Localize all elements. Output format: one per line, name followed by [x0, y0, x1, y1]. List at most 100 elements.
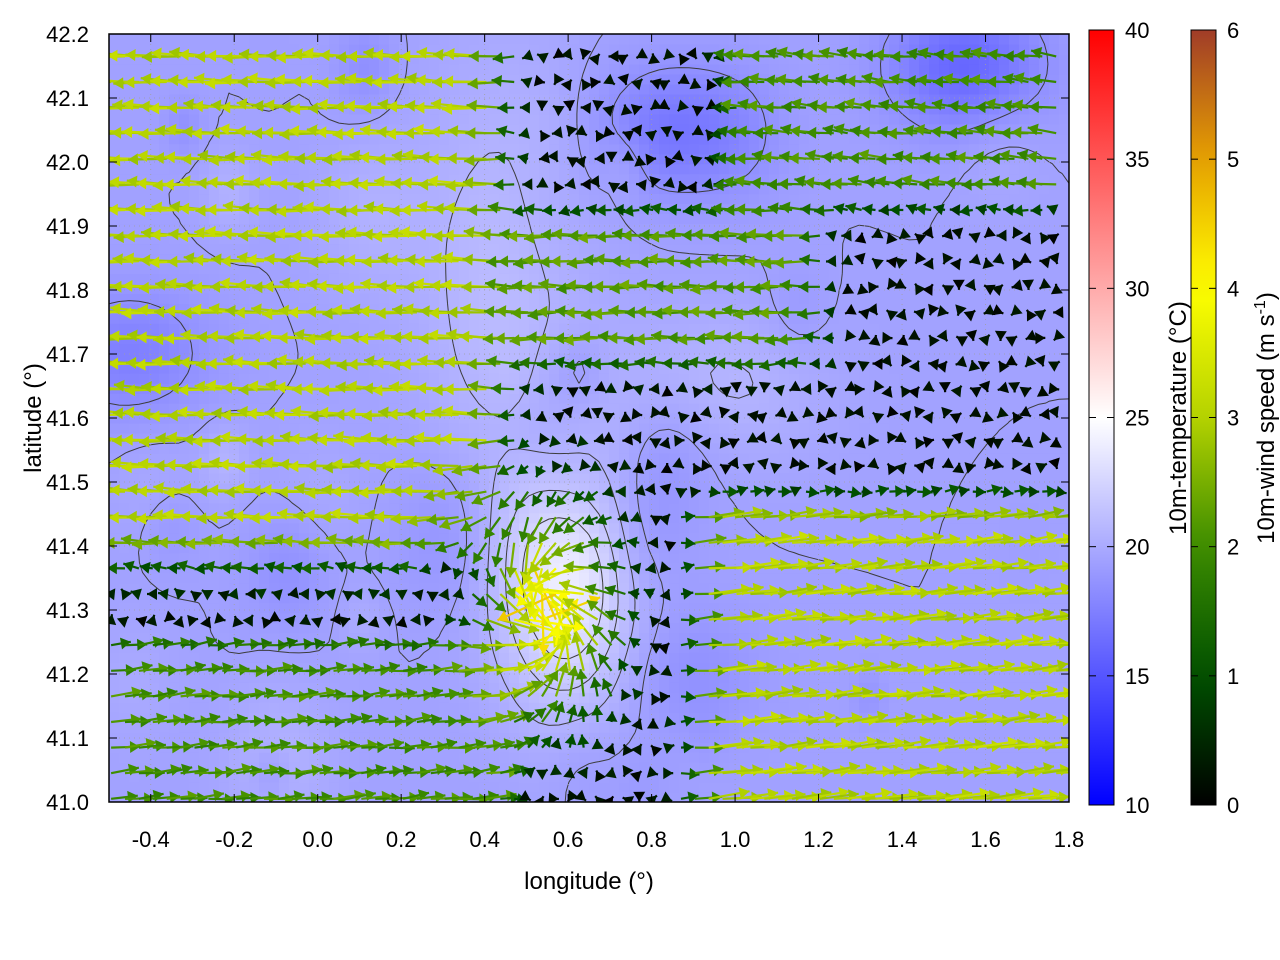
temperature-cell — [339, 752, 350, 763]
temperature-cell — [1059, 433, 1070, 444]
temperature-cell — [179, 573, 190, 584]
temperature-cell — [719, 553, 730, 564]
temperature-cell — [779, 652, 790, 663]
temperature-cell — [489, 423, 500, 434]
temperature-cell — [1039, 343, 1050, 354]
temperature-cell — [199, 293, 210, 304]
temperature-cell — [659, 632, 670, 643]
temperature-cell — [249, 553, 260, 564]
temperature-cell — [319, 493, 330, 504]
temperature-cell — [529, 752, 540, 763]
temperature-cell — [599, 393, 610, 404]
temperature-cell — [109, 443, 120, 454]
temperature-cell — [309, 702, 320, 713]
temperature-cell — [949, 293, 960, 304]
temperature-cell — [659, 343, 670, 354]
temperature-cell — [949, 573, 960, 584]
temperature-cell — [639, 612, 650, 623]
temperature-cell — [299, 373, 310, 384]
temperature-cell — [989, 752, 1000, 763]
temperature-cell — [389, 652, 400, 663]
temperature-cell — [169, 343, 180, 354]
temperature-cell — [699, 782, 710, 793]
temperature-cell — [369, 393, 380, 404]
temperature-cell — [689, 752, 700, 763]
temperature-cell — [409, 423, 420, 434]
temperature-cell — [129, 752, 140, 763]
temperature-cell — [689, 343, 700, 354]
temperature-cell — [909, 732, 920, 743]
temperature-cell — [679, 403, 690, 414]
temperature-cell — [109, 553, 120, 564]
temperature-cell — [109, 732, 120, 743]
temperature-cell — [509, 722, 520, 733]
temperature-cell — [189, 722, 200, 733]
temperature-cell — [129, 423, 140, 434]
temperature-cell — [549, 343, 560, 354]
temperature-cell — [819, 622, 830, 633]
temperature-cell — [589, 423, 600, 434]
temperature-cell — [429, 293, 440, 304]
temperature-cell — [259, 373, 270, 384]
temperature-cell — [359, 503, 370, 514]
temperature-cell — [699, 373, 710, 384]
temperature-cell — [799, 393, 810, 404]
temperature-cell — [929, 423, 940, 434]
temperature-cell — [669, 692, 680, 703]
temperature-cell — [959, 293, 970, 304]
temperature-cell — [669, 762, 680, 773]
temperature-cell — [369, 722, 380, 733]
temperature-cell — [769, 373, 780, 384]
temperature-cell — [579, 483, 590, 494]
temperature-cell — [289, 553, 300, 564]
temperature-cell — [129, 612, 140, 623]
temperature-cell — [169, 373, 180, 384]
temperature-cell — [929, 652, 940, 663]
temperature-cell — [129, 732, 140, 743]
temperature-cell — [939, 493, 950, 504]
temperature-cell — [329, 523, 340, 534]
temperature-cell — [979, 652, 990, 663]
temperature-cell — [879, 373, 890, 384]
temperature-cell — [959, 343, 970, 354]
temperature-cell — [409, 373, 420, 384]
temperature-cell — [629, 553, 640, 564]
temperature-cell — [489, 293, 500, 304]
temperature-cell — [139, 343, 150, 354]
temperature-cell — [249, 423, 260, 434]
temperature-cell — [249, 393, 260, 404]
temperature-cell — [849, 523, 860, 534]
temperature-cell — [769, 573, 780, 584]
temperature-cell — [939, 752, 950, 763]
temperature-cell — [769, 443, 780, 454]
temperature-cell — [669, 553, 680, 564]
temperature-cell — [209, 423, 220, 434]
temperature-cell — [759, 523, 770, 534]
temperature-cell — [869, 782, 880, 793]
temperature-cell — [419, 553, 430, 564]
temperature-cell — [709, 732, 720, 743]
temperature-cell — [679, 682, 690, 693]
temperature-cell — [379, 423, 390, 434]
temperature-cell — [129, 293, 140, 304]
temperature-cell — [349, 313, 360, 324]
temperature-cell — [199, 313, 210, 324]
temperature-cell — [249, 503, 260, 514]
temperature-cell — [159, 732, 170, 743]
temperature-cell — [1059, 702, 1070, 713]
temperature-cell — [379, 573, 390, 584]
temperature-cell — [609, 702, 620, 713]
temperature-cell — [149, 752, 160, 763]
temperature-cell — [789, 652, 800, 663]
temperature-cell — [509, 752, 520, 763]
temperature-cell — [649, 503, 660, 514]
temperature-cell — [899, 443, 910, 454]
temperature-cell — [749, 573, 760, 584]
temperature-cell — [119, 393, 130, 404]
temperature-cell — [299, 682, 310, 693]
temperature-cell — [859, 722, 870, 733]
temperature-cell — [239, 752, 250, 763]
temperature-cell — [699, 682, 710, 693]
temperature-cell — [949, 702, 960, 713]
temperature-cell — [839, 622, 850, 633]
